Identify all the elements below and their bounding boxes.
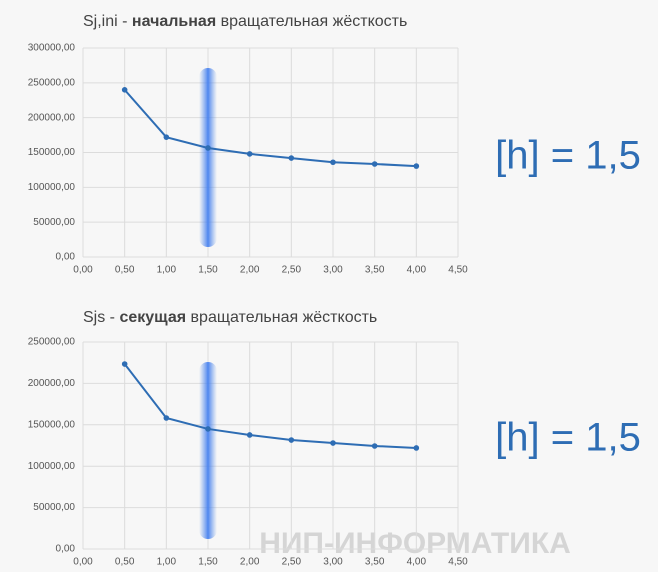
x-tick-label: 1,50 [198, 265, 218, 276]
annotation: [h] = 1,5 [495, 416, 641, 460]
x-tick-label: 4,50 [448, 557, 468, 568]
point [121, 361, 128, 367]
title-part: вращательная жёсткость [186, 309, 377, 326]
x-tick-label: 3,00 [323, 265, 343, 276]
x-tick-label: 0,00 [73, 265, 93, 276]
y-tick-label: 150000,00 [28, 419, 76, 430]
y-tick-label: 300000,00 [28, 43, 76, 54]
x-tick-label: 3,50 [365, 557, 385, 568]
point [330, 159, 336, 166]
x-tick-label: 1,00 [157, 265, 177, 276]
y-tick-label: 200000,00 [28, 112, 76, 123]
y-tick-label: 0,00 [56, 544, 76, 555]
point [371, 443, 378, 449]
y-tick-label: 150000,00 [28, 147, 76, 158]
x-tick-label: 2,50 [282, 557, 302, 568]
x-tick-label: 2,50 [282, 265, 302, 276]
point [413, 163, 420, 169]
point [246, 151, 253, 157]
point [246, 432, 253, 438]
point [163, 415, 170, 421]
x-tick-label: 0,50 [115, 557, 135, 568]
title-part: вращательная жёсткость [216, 13, 407, 30]
title-part: секущая [119, 309, 186, 326]
y-tick-label: 200000,00 [28, 378, 76, 389]
x-tick-label: 2,00 [240, 557, 260, 568]
x-tick-label: 2,00 [240, 265, 260, 276]
title-part: начальная [132, 13, 216, 30]
x-tick-label: 3,50 [365, 265, 385, 276]
y-tick-label: 100000,00 [28, 461, 76, 472]
y-tick-label: 250000,00 [28, 337, 76, 348]
point [288, 155, 295, 161]
point [371, 161, 378, 167]
series-line [123, 89, 417, 168]
x-tick-label: 1,00 [157, 557, 177, 568]
annotation: [h] = 1,5 [495, 134, 641, 178]
point [330, 440, 336, 446]
x-tick-label: 4,00 [407, 265, 427, 276]
y-tick-label: 50000,00 [33, 502, 75, 513]
x-tick-label: 4,00 [407, 557, 427, 568]
chart-title: Sj,ini - начальная вращательная жёсткост… [83, 13, 407, 30]
x-tick-label: 4,50 [448, 265, 468, 276]
x-tick-label: 3,00 [323, 557, 343, 568]
chart-title: Sjs - секущая вращательная жёсткость [83, 309, 377, 326]
x-tick-label: 0,50 [115, 265, 135, 276]
x-tick-label: 1,50 [198, 557, 218, 568]
title-part: Sjs - [83, 309, 119, 326]
point [413, 445, 420, 451]
point [121, 87, 128, 93]
series-line [123, 363, 417, 449]
point [205, 145, 211, 151]
highlight [199, 362, 217, 539]
highlight [199, 68, 217, 247]
y-tick-label: 0,00 [56, 252, 76, 263]
point [163, 134, 170, 140]
point [288, 437, 295, 443]
y-tick-label: 100000,00 [28, 182, 76, 193]
y-tick-label: 250000,00 [28, 77, 76, 88]
x-tick-label: 0,00 [73, 557, 93, 568]
title-part: Sj,ini - [83, 13, 132, 30]
y-tick-label: 50000,00 [33, 217, 75, 228]
watermark: НИП-ИНФОРМАТИКА [259, 527, 571, 560]
point [205, 426, 211, 432]
